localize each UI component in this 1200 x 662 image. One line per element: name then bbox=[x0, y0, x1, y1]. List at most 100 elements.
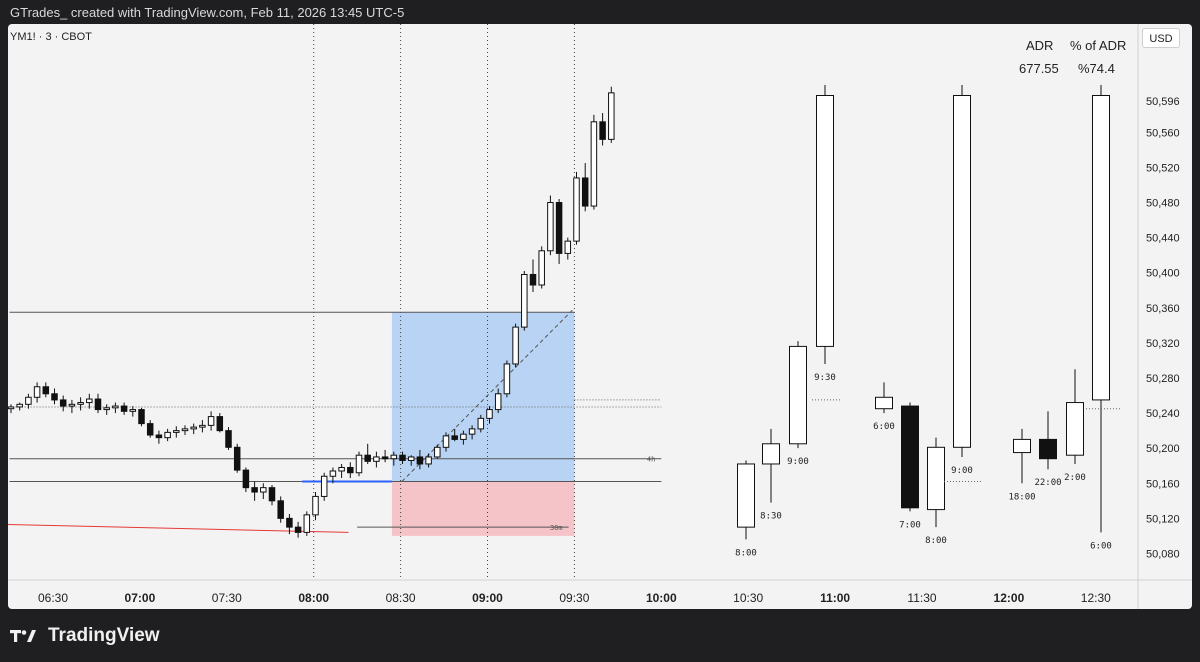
candle-body bbox=[268, 487, 276, 502]
candle-body bbox=[425, 456, 432, 465]
htf-candle-label: 9:00 bbox=[951, 466, 973, 476]
candle-body bbox=[120, 405, 128, 412]
candle-body bbox=[112, 405, 119, 409]
htf-candle-label: 22:00 bbox=[1034, 478, 1061, 488]
candle-body bbox=[416, 456, 424, 465]
candle-body bbox=[59, 399, 67, 407]
candle-body bbox=[251, 487, 258, 493]
candle-body bbox=[390, 454, 398, 460]
candle-body bbox=[460, 433, 467, 440]
time-tick-label: 07:00 bbox=[125, 591, 156, 605]
candle-body bbox=[33, 386, 41, 398]
price-tick-label: 50,280 bbox=[1146, 373, 1180, 385]
price-tick-label: 50,520 bbox=[1146, 162, 1180, 174]
time-tick-label: 12:30 bbox=[1081, 591, 1111, 605]
time-tick-label: 11:30 bbox=[907, 591, 936, 605]
candle-body bbox=[608, 92, 615, 140]
candle-body bbox=[538, 250, 545, 286]
price-tick-label: 50,160 bbox=[1146, 478, 1180, 490]
time-tick-label: 10:00 bbox=[646, 591, 677, 605]
projection-line bbox=[401, 309, 573, 482]
attribution-header: GTrades_ created with TradingView.com, F… bbox=[10, 5, 405, 20]
candle-body bbox=[286, 517, 293, 528]
candle-body bbox=[146, 423, 154, 436]
time-tick-label: 11:00 bbox=[820, 591, 850, 605]
target-zone bbox=[391, 312, 575, 482]
candle-body bbox=[25, 396, 32, 405]
candle-body bbox=[216, 416, 224, 432]
candle-body bbox=[7, 406, 15, 410]
time-tick-label: 09:00 bbox=[472, 591, 503, 605]
htf-candle-body bbox=[762, 443, 780, 465]
candle-body bbox=[468, 428, 476, 435]
candle-body bbox=[521, 273, 528, 328]
candle-body bbox=[190, 426, 197, 430]
time-tick-label: 08:00 bbox=[298, 591, 329, 605]
candle-body bbox=[225, 430, 232, 448]
htf-candle-label: 7:00 bbox=[899, 520, 921, 530]
price-tick-label: 50,360 bbox=[1146, 303, 1180, 315]
htf-candle-body bbox=[1013, 438, 1031, 454]
htf-candle-label: 8:30 bbox=[760, 512, 782, 522]
htf-candle-body bbox=[1039, 438, 1057, 460]
candle-body bbox=[529, 273, 537, 286]
htf-candle-label: 18:00 bbox=[1008, 492, 1035, 502]
price-tick-label: 50,560 bbox=[1146, 127, 1180, 139]
candle-body bbox=[451, 435, 458, 440]
candle-body bbox=[277, 500, 284, 519]
candle-body bbox=[173, 430, 180, 433]
htf-candle-body bbox=[737, 463, 755, 528]
htf-candle-label: 9:30 bbox=[814, 373, 836, 383]
time-tick-label: 06:30 bbox=[38, 591, 68, 605]
candle-body bbox=[138, 409, 145, 425]
candle-body bbox=[477, 417, 485, 430]
candle-body bbox=[320, 475, 328, 497]
htf-candle-label: 8:00 bbox=[925, 536, 947, 546]
candle-body bbox=[364, 454, 371, 462]
candle-body bbox=[573, 177, 580, 242]
time-tick-label: 10:30 bbox=[733, 591, 763, 605]
candle-body bbox=[312, 495, 319, 516]
candle-body bbox=[407, 456, 415, 461]
candle-body bbox=[599, 121, 606, 140]
candle-body bbox=[555, 202, 563, 254]
time-tick-label: 09:30 bbox=[559, 591, 589, 605]
tradingview-footer[interactable]: TradingView bbox=[10, 624, 160, 648]
time-tick-label: 12:00 bbox=[994, 591, 1025, 605]
symbol-legend[interactable]: YM1! · 3 · CBOT bbox=[10, 31, 92, 43]
price-tick-label: 50,120 bbox=[1146, 513, 1180, 525]
candle-body bbox=[503, 363, 511, 395]
htf-candle-label: 9:00 bbox=[787, 457, 809, 467]
htf-candle-label: 6:00 bbox=[1090, 541, 1112, 551]
candle-body bbox=[581, 177, 589, 207]
candle-body bbox=[94, 398, 102, 411]
candle-body bbox=[564, 240, 572, 254]
price-tick-label: 50,596 bbox=[1146, 96, 1180, 108]
candle-body bbox=[547, 202, 554, 252]
candle-body bbox=[434, 446, 441, 458]
htf-candle-body bbox=[953, 94, 971, 448]
candle-body bbox=[486, 409, 493, 419]
candle-body bbox=[494, 393, 502, 411]
candle-body bbox=[103, 407, 110, 411]
candle-body bbox=[355, 454, 363, 474]
candle-body bbox=[294, 526, 302, 533]
time-tick-label: 08:30 bbox=[386, 591, 416, 605]
htf-candle-label: 2:00 bbox=[1064, 473, 1086, 483]
htf-candle-label: 8:00 bbox=[735, 548, 757, 558]
candle-body bbox=[338, 466, 345, 472]
candle-body bbox=[590, 121, 598, 207]
candle-body bbox=[399, 454, 406, 461]
candle-body bbox=[233, 446, 241, 471]
price-tick-label: 50,240 bbox=[1146, 408, 1180, 420]
currency-button[interactable]: USD bbox=[1142, 28, 1180, 48]
candle-body bbox=[51, 393, 58, 401]
candle-body bbox=[77, 402, 84, 405]
htf-candle-body bbox=[927, 446, 945, 511]
price-tick-label: 50,320 bbox=[1146, 338, 1180, 350]
htf-candle-body bbox=[1066, 402, 1084, 456]
candle-body bbox=[181, 428, 189, 432]
htf-candle-body bbox=[875, 396, 893, 410]
price-tick-label: 50,480 bbox=[1146, 198, 1180, 210]
